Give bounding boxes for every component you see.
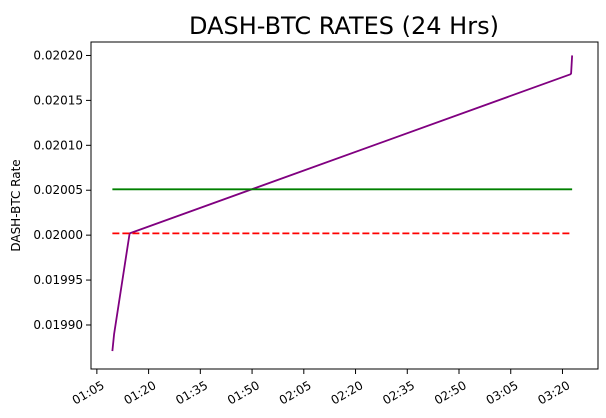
plot-frame xyxy=(90,41,599,370)
y-tick-label: 0.02005 xyxy=(33,183,83,197)
x-tick-label: 01:50 xyxy=(225,378,262,407)
plot-lines xyxy=(111,55,574,352)
y-tick-label: 0.02020 xyxy=(33,48,83,62)
y-tick-label: 0.01990 xyxy=(33,318,83,332)
y-tick-label: 0.02015 xyxy=(33,93,83,107)
y-tick-label: 0.02010 xyxy=(33,138,83,152)
y-tick-label: 0.02000 xyxy=(33,228,83,242)
x-tick-label: 03:20 xyxy=(535,378,572,407)
y-axis: 0.01990 0.01995 0.02000 0.02005 0.02010 0.020… xyxy=(33,48,91,332)
x-tick-label: 03:05 xyxy=(484,378,521,407)
x-tick-label: 02:20 xyxy=(328,378,365,407)
series-line-1 xyxy=(111,55,574,352)
y-tick-label: 0.01995 xyxy=(33,273,83,287)
chart-title: DASH-BTC RATES (24 Hrs) xyxy=(189,12,499,40)
x-tick-label: 01:35 xyxy=(173,378,210,407)
x-axis: 01:05 01:20 01:35 01:50 02:05 02:20 02:35 02:50… xyxy=(70,369,572,408)
x-tick-label: 02:50 xyxy=(432,378,469,407)
x-tick-label: 01:20 xyxy=(122,378,159,407)
x-tick-label: 02:05 xyxy=(277,378,314,407)
x-tick-label: 01:05 xyxy=(70,378,107,407)
x-tick-label: 02:35 xyxy=(380,378,417,407)
y-axis-label: DASH-BTC Rate xyxy=(9,159,23,251)
